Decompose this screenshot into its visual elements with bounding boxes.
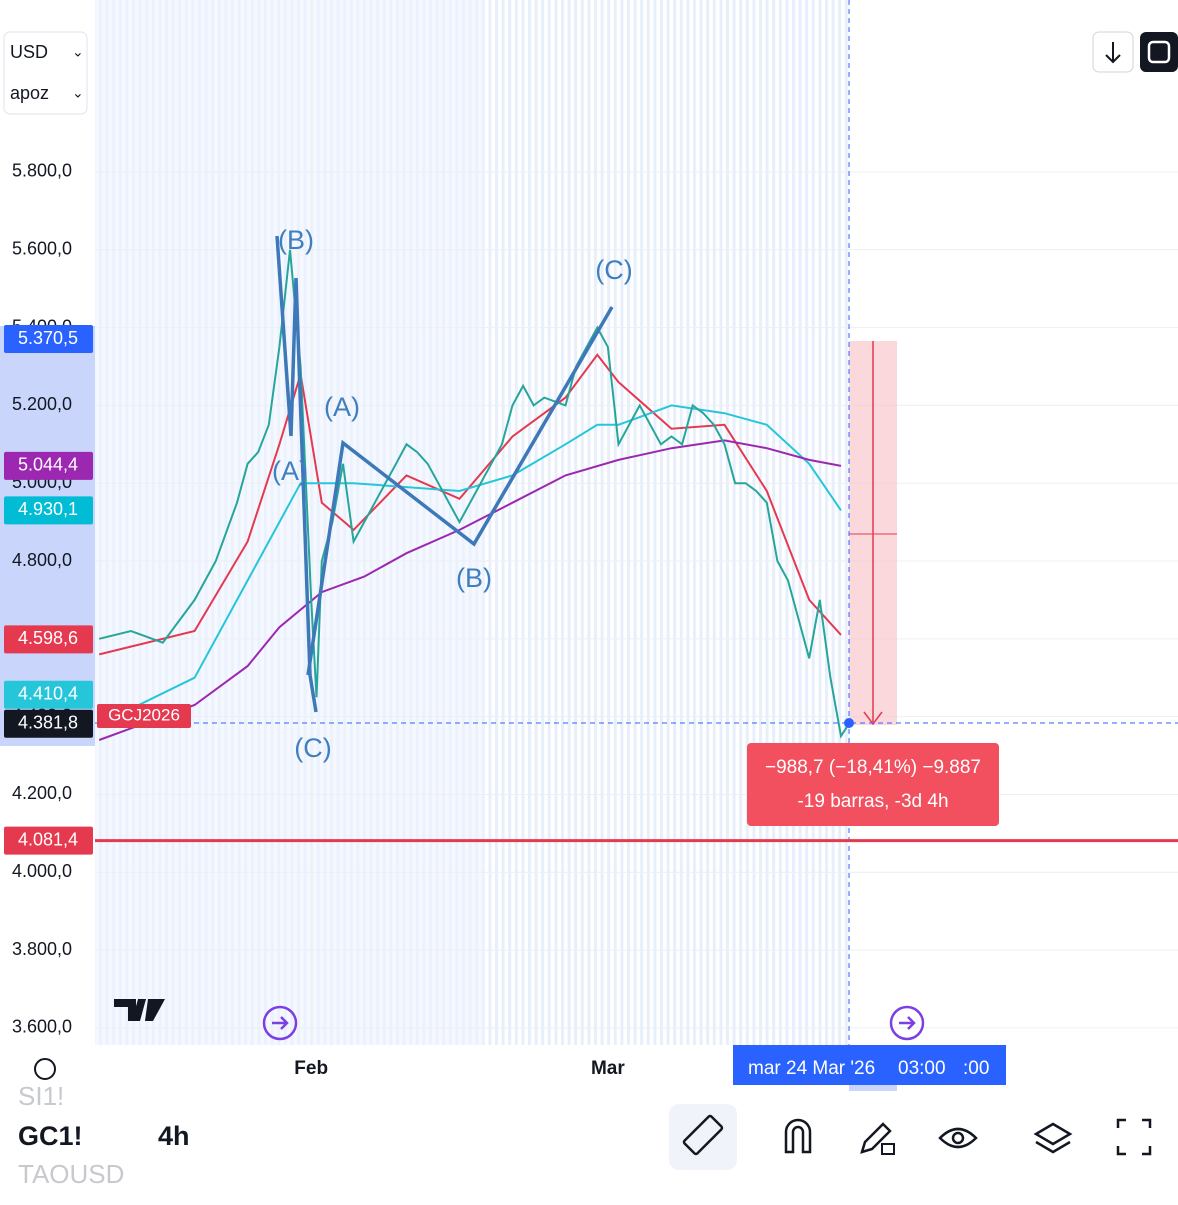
x-tick-label: Feb [294,1058,328,1079]
event-marker[interactable] [889,1005,925,1041]
moving-average [98,353,842,656]
measure-label-bg [747,743,999,826]
price-badge [4,451,93,480]
expand-icon[interactable] [1116,1118,1152,1156]
price-badge [4,826,93,855]
y-tick-label: 3.600,0 [12,1017,72,1037]
fullscreen-icon [1147,40,1171,64]
lock-icon [881,1143,895,1155]
price-badge-text: 5.044,4 [18,455,78,475]
grid [95,0,1178,1045]
toolbar [0,1093,1178,1200]
dropdown-caret: ⌄ [72,44,84,60]
moving-average [98,404,842,726]
y-tick-label: 5.200,0 [12,394,72,414]
wave-label: (C) [595,255,632,285]
x-tick-label: Mar [591,1058,625,1079]
symbol-tag [97,704,191,728]
down-icon [1105,42,1121,64]
fullscreen-button[interactable] [1140,32,1178,72]
price-badges: 4.081,4 4.381,8 4.410,4 4.598,6 4.930,1 5.044… [4,325,1178,855]
crosshair-time: 03:00 [898,1058,946,1079]
selector-box[interactable] [3,31,88,115]
price-badge [4,680,93,709]
layers-icon[interactable] [1033,1122,1073,1154]
wave-drawing [275,235,614,713]
wave-label: (B) [278,225,314,255]
y-tick-label: 5.600,0 [12,239,72,259]
draw-lock-icon[interactable] [860,1122,892,1154]
event-marker[interactable] [262,1005,298,1041]
symbol-tag-text: GCJ2026 [108,705,180,724]
unit-selector[interactable]: apoz [10,83,49,103]
price-badge [4,625,93,654]
currency-selector[interactable]: USD [10,42,48,62]
wave-label: (C) [294,733,331,763]
y-tick-label: 4.000,0 [12,861,72,881]
eye-icon[interactable] [938,1127,978,1149]
y-tick-label: 3.800,0 [12,939,72,959]
measure-text: −988,7 (−18,41%) −9.887 [765,757,981,778]
moving-average [98,439,842,741]
y-tick-label: 4.800,0 [12,550,72,570]
next-symbol[interactable]: TAOUSD [18,1159,124,1189]
price-badge [4,325,93,354]
symbol[interactable]: GC1! [18,1121,83,1151]
magnet-icon[interactable] [784,1118,812,1154]
wave-label: (A) [272,456,308,486]
crosshair-dot [844,718,854,728]
ruler-button[interactable] [669,1104,737,1170]
price-badge-text: 4.930,1 [18,499,78,519]
prev-symbol[interactable]: SI1! [18,1081,64,1111]
eye-pupil [951,1131,965,1145]
tv-logo [114,999,165,1021]
price-badge-text: 4.598,6 [18,628,78,648]
y-tick-label: 4.200,0 [12,783,72,803]
price-badge [4,709,93,738]
x-axis: Feb Mar [294,1058,625,1079]
event-icon [899,1016,916,1030]
ruler-icon [682,1114,724,1156]
price-badge-text: 4.410,4 [18,683,78,703]
dropdown-caret: ⌄ [72,85,84,101]
crosshair-extra: :00 [963,1058,989,1079]
price-badge-text: 5.370,5 [18,328,78,348]
wave-label: (A) [324,392,360,422]
measure-text: -19 barras, -3d 4h [797,791,948,812]
price-badge-text: 4.381,8 [18,712,78,732]
price-badge [4,496,93,525]
crosshair-date-bg [733,1045,1006,1085]
interval[interactable]: 4h [158,1121,190,1151]
y-tick-label: 5.800,0 [12,161,72,181]
settings-icon[interactable] [34,1058,56,1080]
session-shading [95,0,485,1045]
event-icon [272,1016,289,1030]
crosshair-date: mar 24 Mar '26 [748,1058,875,1079]
wave-label: (B) [456,563,492,593]
measure-range [849,1085,897,1091]
measure-arrow-head [863,711,883,726]
price-range-highlight [0,326,95,746]
price-badge-text: 4.081,4 [18,829,78,849]
